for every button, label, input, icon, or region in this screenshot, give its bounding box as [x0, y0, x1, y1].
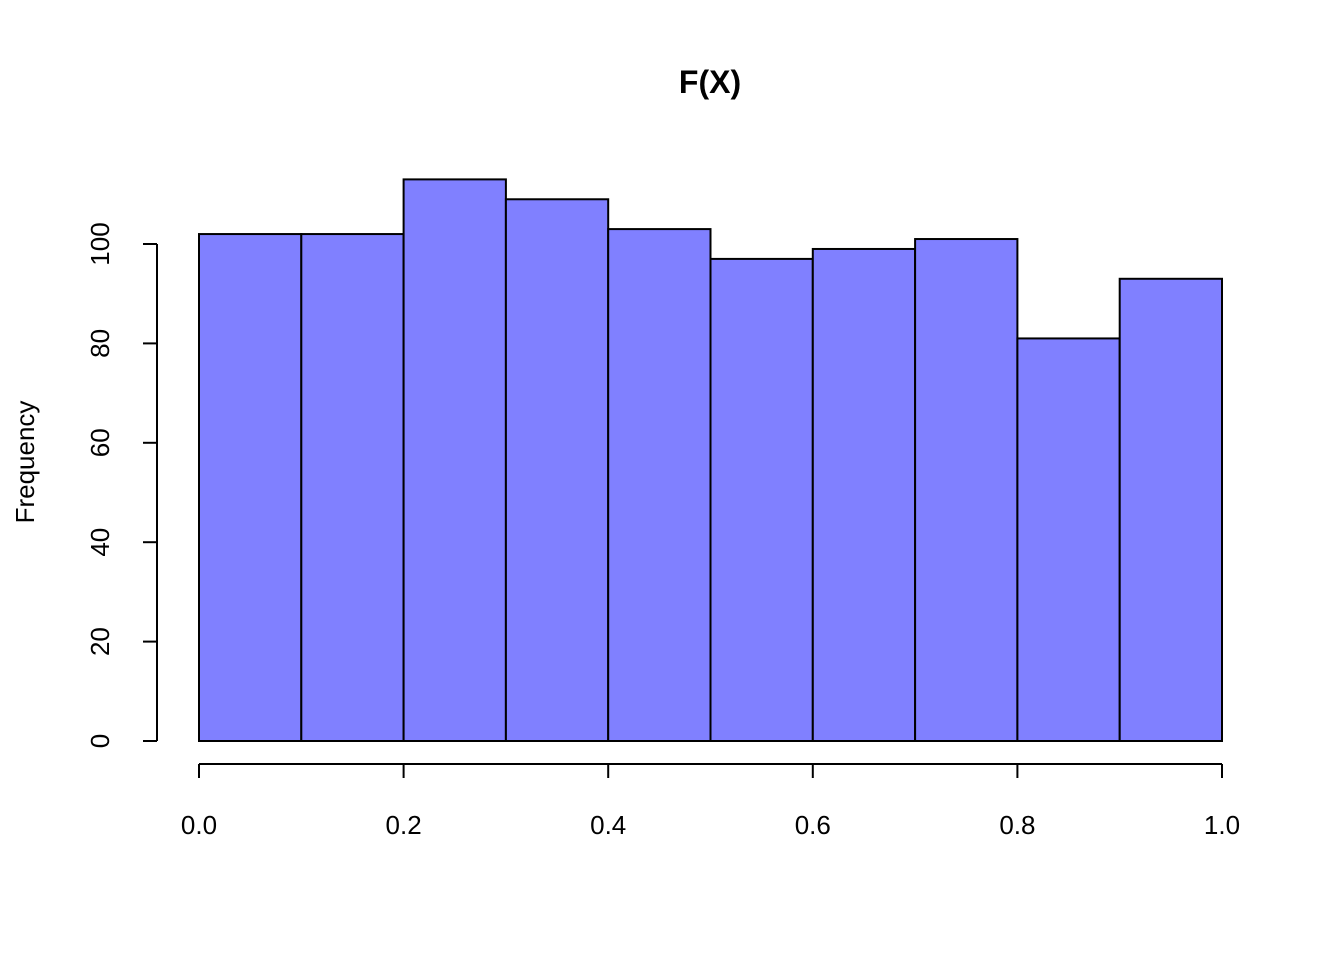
histogram-bar-4 [607, 228, 712, 742]
histogram-bar-7 [914, 238, 1019, 742]
histogram-bar-0 [198, 233, 303, 742]
histogram-bar-5 [709, 257, 814, 742]
x-tick-label-4: 0.8 [999, 810, 1035, 840]
chart-title: F(X) [679, 64, 741, 100]
y-tick-label-3: 60 [85, 428, 115, 457]
x-tick-label-3: 0.6 [795, 810, 831, 840]
y-tick-label-2: 40 [85, 528, 115, 557]
x-tick-label-1: 0.2 [386, 810, 422, 840]
y-tick-label-5: 100 [85, 222, 115, 265]
y-axis-title: Frequency [10, 401, 40, 524]
histogram-bar-6 [811, 247, 917, 742]
histogram-bar-3 [504, 198, 610, 742]
x-axis: 0.0 0.2 0.4 0.6 0.8 1.0 [181, 763, 1240, 840]
x-tick-label-2: 0.4 [590, 810, 626, 840]
y-axis: 0 20 40 60 80 100 [85, 222, 158, 748]
histogram-bar-9 [1118, 277, 1223, 742]
histogram-bar-2 [402, 178, 507, 742]
x-tick-label-0: 0.0 [181, 810, 217, 840]
bars-group [198, 178, 1223, 742]
x-tick-label-5: 1.0 [1204, 810, 1240, 840]
y-tick-label-4: 80 [85, 329, 115, 358]
histogram-bar-1 [300, 233, 405, 742]
y-tick-label-0: 0 [85, 734, 115, 748]
y-tick-label-1: 20 [85, 627, 115, 656]
histogram-bar-8 [1016, 337, 1121, 742]
